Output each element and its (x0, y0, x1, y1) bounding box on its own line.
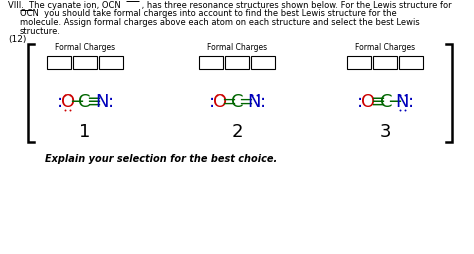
Text: :: : (356, 93, 363, 111)
Bar (199, 56, 223, 69)
Text: C: C (380, 93, 393, 111)
Text: N: N (248, 93, 261, 111)
Text: ≡: ≡ (86, 93, 101, 111)
Text: molecule. Assign formal charges above each atom on each structure and select the: molecule. Assign formal charges above ea… (20, 18, 420, 27)
Text: =: = (221, 93, 237, 111)
Text: 2: 2 (231, 123, 243, 141)
Text: 1: 1 (79, 123, 91, 141)
Text: :: : (108, 93, 114, 111)
Text: C: C (231, 93, 244, 111)
Bar (47, 56, 71, 69)
Text: =: = (238, 93, 254, 111)
Text: −: − (387, 93, 402, 111)
Text: 3: 3 (379, 123, 391, 141)
Text: Explain your selection for the best choice.: Explain your selection for the best choi… (45, 154, 277, 164)
Bar (373, 56, 397, 69)
Bar (399, 56, 423, 69)
Text: −: − (69, 93, 84, 111)
Text: O: O (361, 93, 375, 111)
Text: , has three resonance structures shown below. For the Lewis structure for: , has three resonance structures shown b… (139, 1, 452, 10)
Text: O: O (61, 93, 75, 111)
Bar (251, 56, 275, 69)
Bar (225, 56, 249, 69)
Text: O: O (213, 93, 227, 111)
Text: :: : (259, 93, 265, 111)
Text: :: : (408, 93, 413, 111)
Text: :: : (209, 93, 215, 111)
Bar (347, 56, 371, 69)
Text: C: C (78, 93, 91, 111)
Text: ≡: ≡ (370, 93, 385, 111)
Bar (73, 56, 97, 69)
Text: N: N (396, 93, 409, 111)
Text: Formal Charges: Formal Charges (355, 43, 415, 52)
Text: OCN  you should take formal charges into account to find the best Lewis structur: OCN you should take formal charges into … (20, 9, 397, 19)
Text: VIII.  The cyanate ion, OCN: VIII. The cyanate ion, OCN (8, 1, 121, 10)
Text: :: : (56, 93, 63, 111)
Bar (99, 56, 123, 69)
Text: N: N (96, 93, 109, 111)
Text: Formal Charges: Formal Charges (55, 43, 115, 52)
Text: Formal Charges: Formal Charges (207, 43, 267, 52)
Text: (12): (12) (8, 35, 27, 44)
Text: structure.: structure. (20, 26, 61, 36)
